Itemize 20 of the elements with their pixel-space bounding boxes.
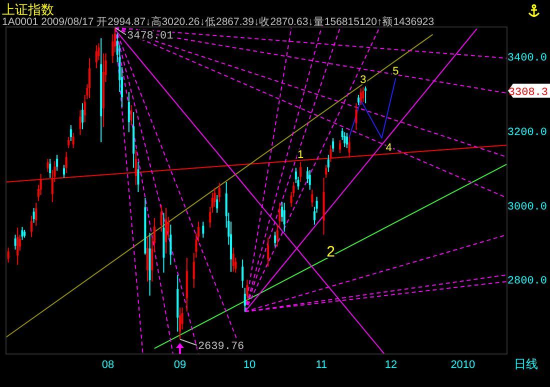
- x-tick-label: 12: [384, 359, 398, 371]
- y-tick-label: 3200.0: [507, 127, 547, 140]
- x-tick-label: 09: [174, 359, 186, 371]
- text: 3308.3: [508, 86, 548, 99]
- annotation: 3478.01: [127, 30, 174, 43]
- annotation: 3: [360, 74, 366, 86]
- annotation: 5: [392, 65, 399, 78]
- chart-subtitle: 1A0001 2009/08/17 开2994.87↓高3020.26↓低2867.39↓收2870.63↓量156815120↑额1436923: [2, 15, 434, 28]
- x-tick-label: 10: [243, 359, 256, 371]
- annotation: 2639.76: [198, 341, 244, 354]
- x-tick-label: 11: [316, 359, 328, 371]
- x-axis-title: 日线: [514, 357, 538, 371]
- annotation: 4: [386, 142, 392, 154]
- x-tick-label: 08: [102, 359, 114, 371]
- annotation: 1: [298, 148, 304, 161]
- y-tick-label: 3400.0: [507, 52, 547, 65]
- y-tick-label: 2800.0: [507, 276, 547, 288]
- chart-title: 上证指数: [2, 2, 54, 17]
- y-tick-label: 3000.0: [507, 201, 547, 214]
- x-tick-label: 2010: [450, 359, 476, 371]
